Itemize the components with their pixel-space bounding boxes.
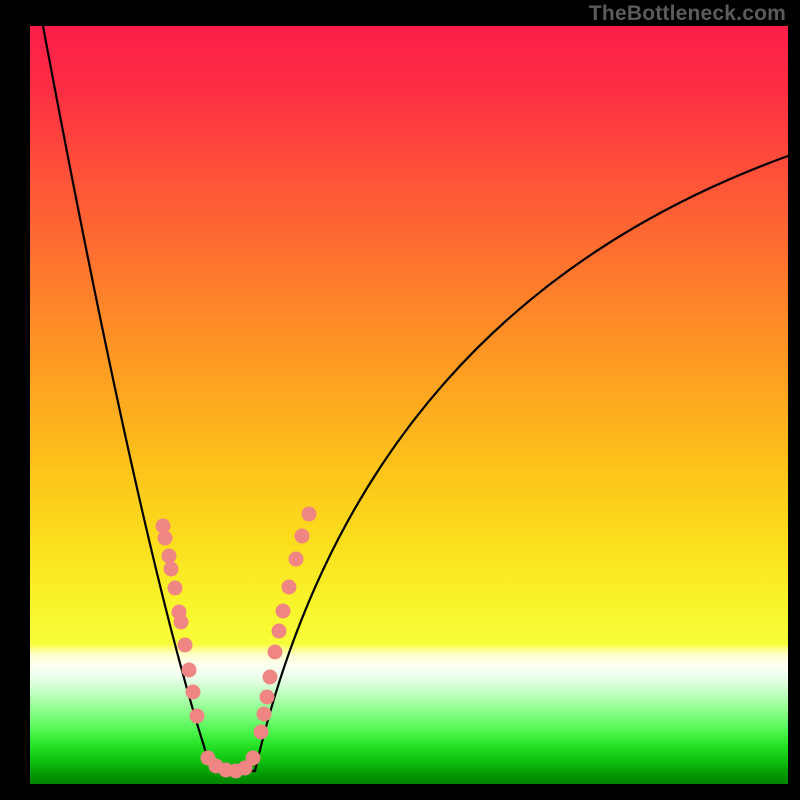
scatter-dot — [289, 552, 304, 567]
scatter-dot — [254, 725, 269, 740]
frame-left — [0, 0, 30, 800]
scatter-dot — [186, 685, 201, 700]
scatter-dot — [302, 507, 317, 522]
scatter-dot — [276, 604, 291, 619]
scatter-dot — [272, 624, 287, 639]
frame-right — [788, 0, 800, 800]
scatter-dot — [182, 663, 197, 678]
plot-background — [30, 26, 788, 784]
scatter-dot — [162, 549, 177, 564]
scatter-dot — [246, 751, 261, 766]
scatter-dot — [282, 580, 297, 595]
scatter-dot — [190, 709, 205, 724]
scatter-dot — [295, 529, 310, 544]
frame-bottom — [0, 784, 800, 800]
bottleneck-curve-plot — [30, 26, 788, 784]
scatter-dot — [268, 645, 283, 660]
scatter-dot — [164, 562, 179, 577]
scatter-dot — [260, 690, 275, 705]
scatter-dot — [178, 638, 193, 653]
scatter-dot — [174, 615, 189, 630]
scatter-dot — [158, 531, 173, 546]
scatter-dot — [263, 670, 278, 685]
scatter-dot — [257, 707, 272, 722]
watermark-text: TheBottleneck.com — [589, 2, 786, 26]
scatter-dot — [168, 581, 183, 596]
